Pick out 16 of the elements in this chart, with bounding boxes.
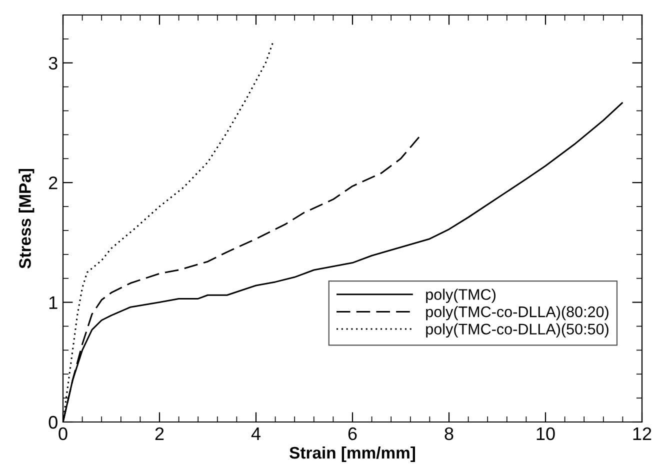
x-tick-label: 0 <box>58 427 68 440</box>
y-tick-label: 2 <box>49 176 58 190</box>
x-tick-label: 4 <box>251 428 260 440</box>
x-axis-title: Strain [mm/mm] <box>290 446 415 462</box>
y-axis-title: Stress [MPa] <box>18 168 34 268</box>
x-tick-label: 12 <box>633 427 652 440</box>
y-tick-label: 3 <box>48 56 58 70</box>
legend-label: poly(TMC-co-DLLA)(80:20) <box>426 306 608 320</box>
y-tick-label: 1 <box>49 296 58 309</box>
x-tick-label: 10 <box>536 427 555 440</box>
x-tick-label: 8 <box>444 427 454 440</box>
x-tick-label: 2 <box>155 427 164 440</box>
legend-label: poly(TMC-co-DLLA)(50:50) <box>426 323 608 338</box>
legend-label: poly(TMC) <box>426 288 496 303</box>
y-tick-label: 0 <box>48 416 58 429</box>
x-tick-label: 6 <box>348 427 357 440</box>
